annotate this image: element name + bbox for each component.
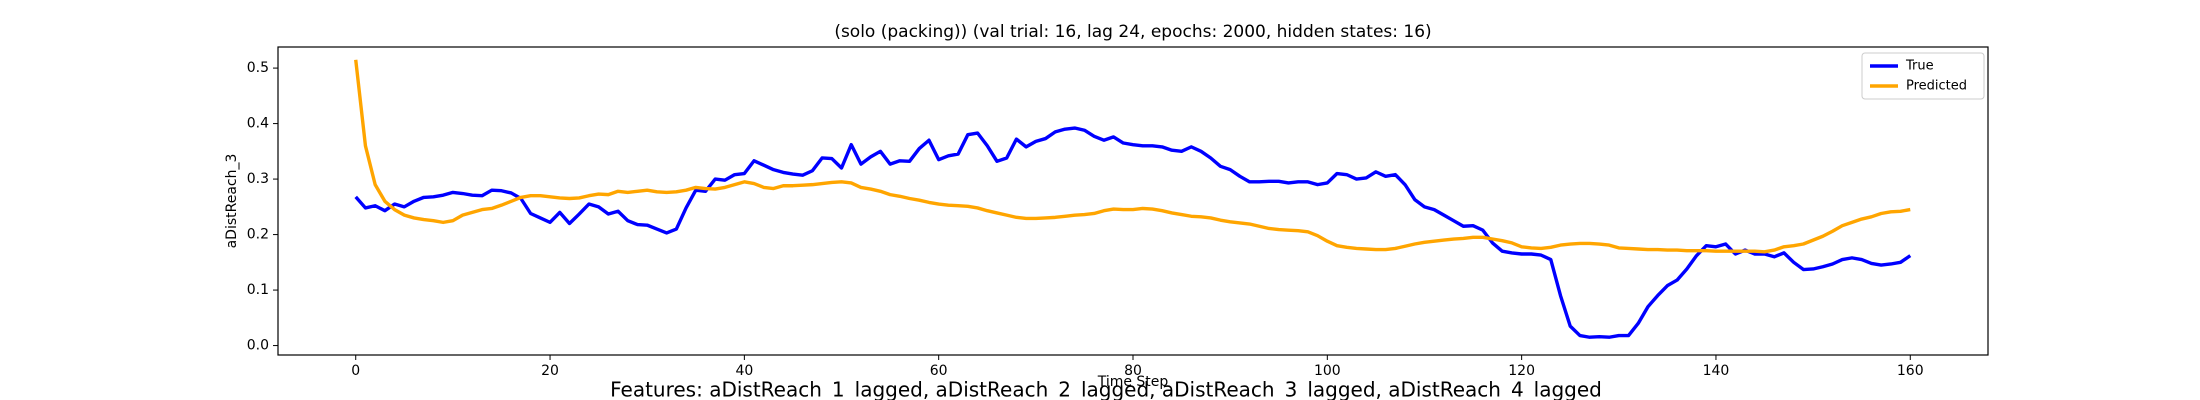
y-tick-label: 0.2 bbox=[247, 227, 269, 243]
x-tick-label: 120 bbox=[1508, 363, 1535, 379]
x-tick-label: 160 bbox=[1897, 363, 1924, 379]
y-tick-label: 0.3 bbox=[247, 171, 269, 187]
y-tick-label: 0.5 bbox=[247, 60, 269, 76]
x-tick-label: 80 bbox=[1124, 363, 1142, 379]
legend-label: True bbox=[1905, 59, 1934, 74]
y-tick-label: 0.0 bbox=[247, 338, 269, 354]
x-tick-label: 60 bbox=[930, 363, 948, 379]
x-axis-label: Time Step bbox=[1097, 374, 1169, 390]
line-series bbox=[354, 126, 1912, 339]
x-tick-label: 20 bbox=[541, 363, 559, 379]
y-tick-label: 0.4 bbox=[247, 116, 269, 132]
x-tick-label: 0 bbox=[351, 363, 360, 379]
axes-frame bbox=[277, 46, 1989, 356]
x-tick-label: 140 bbox=[1703, 363, 1730, 379]
legend-label: Predicted bbox=[1906, 79, 1967, 94]
chart-title: (solo (packing)) (val trial: 16, lag 24,… bbox=[834, 22, 1431, 42]
y-axis-label: aDistReach_3 bbox=[224, 154, 240, 249]
y-tick-label: 0.1 bbox=[247, 282, 269, 298]
footer-text: Features: aDistReach_1_lagged, aDistReac… bbox=[610, 378, 1602, 400]
x-tick-label: 100 bbox=[1314, 363, 1341, 379]
line-series bbox=[354, 59, 1911, 254]
x-tick-label: 40 bbox=[735, 363, 753, 379]
